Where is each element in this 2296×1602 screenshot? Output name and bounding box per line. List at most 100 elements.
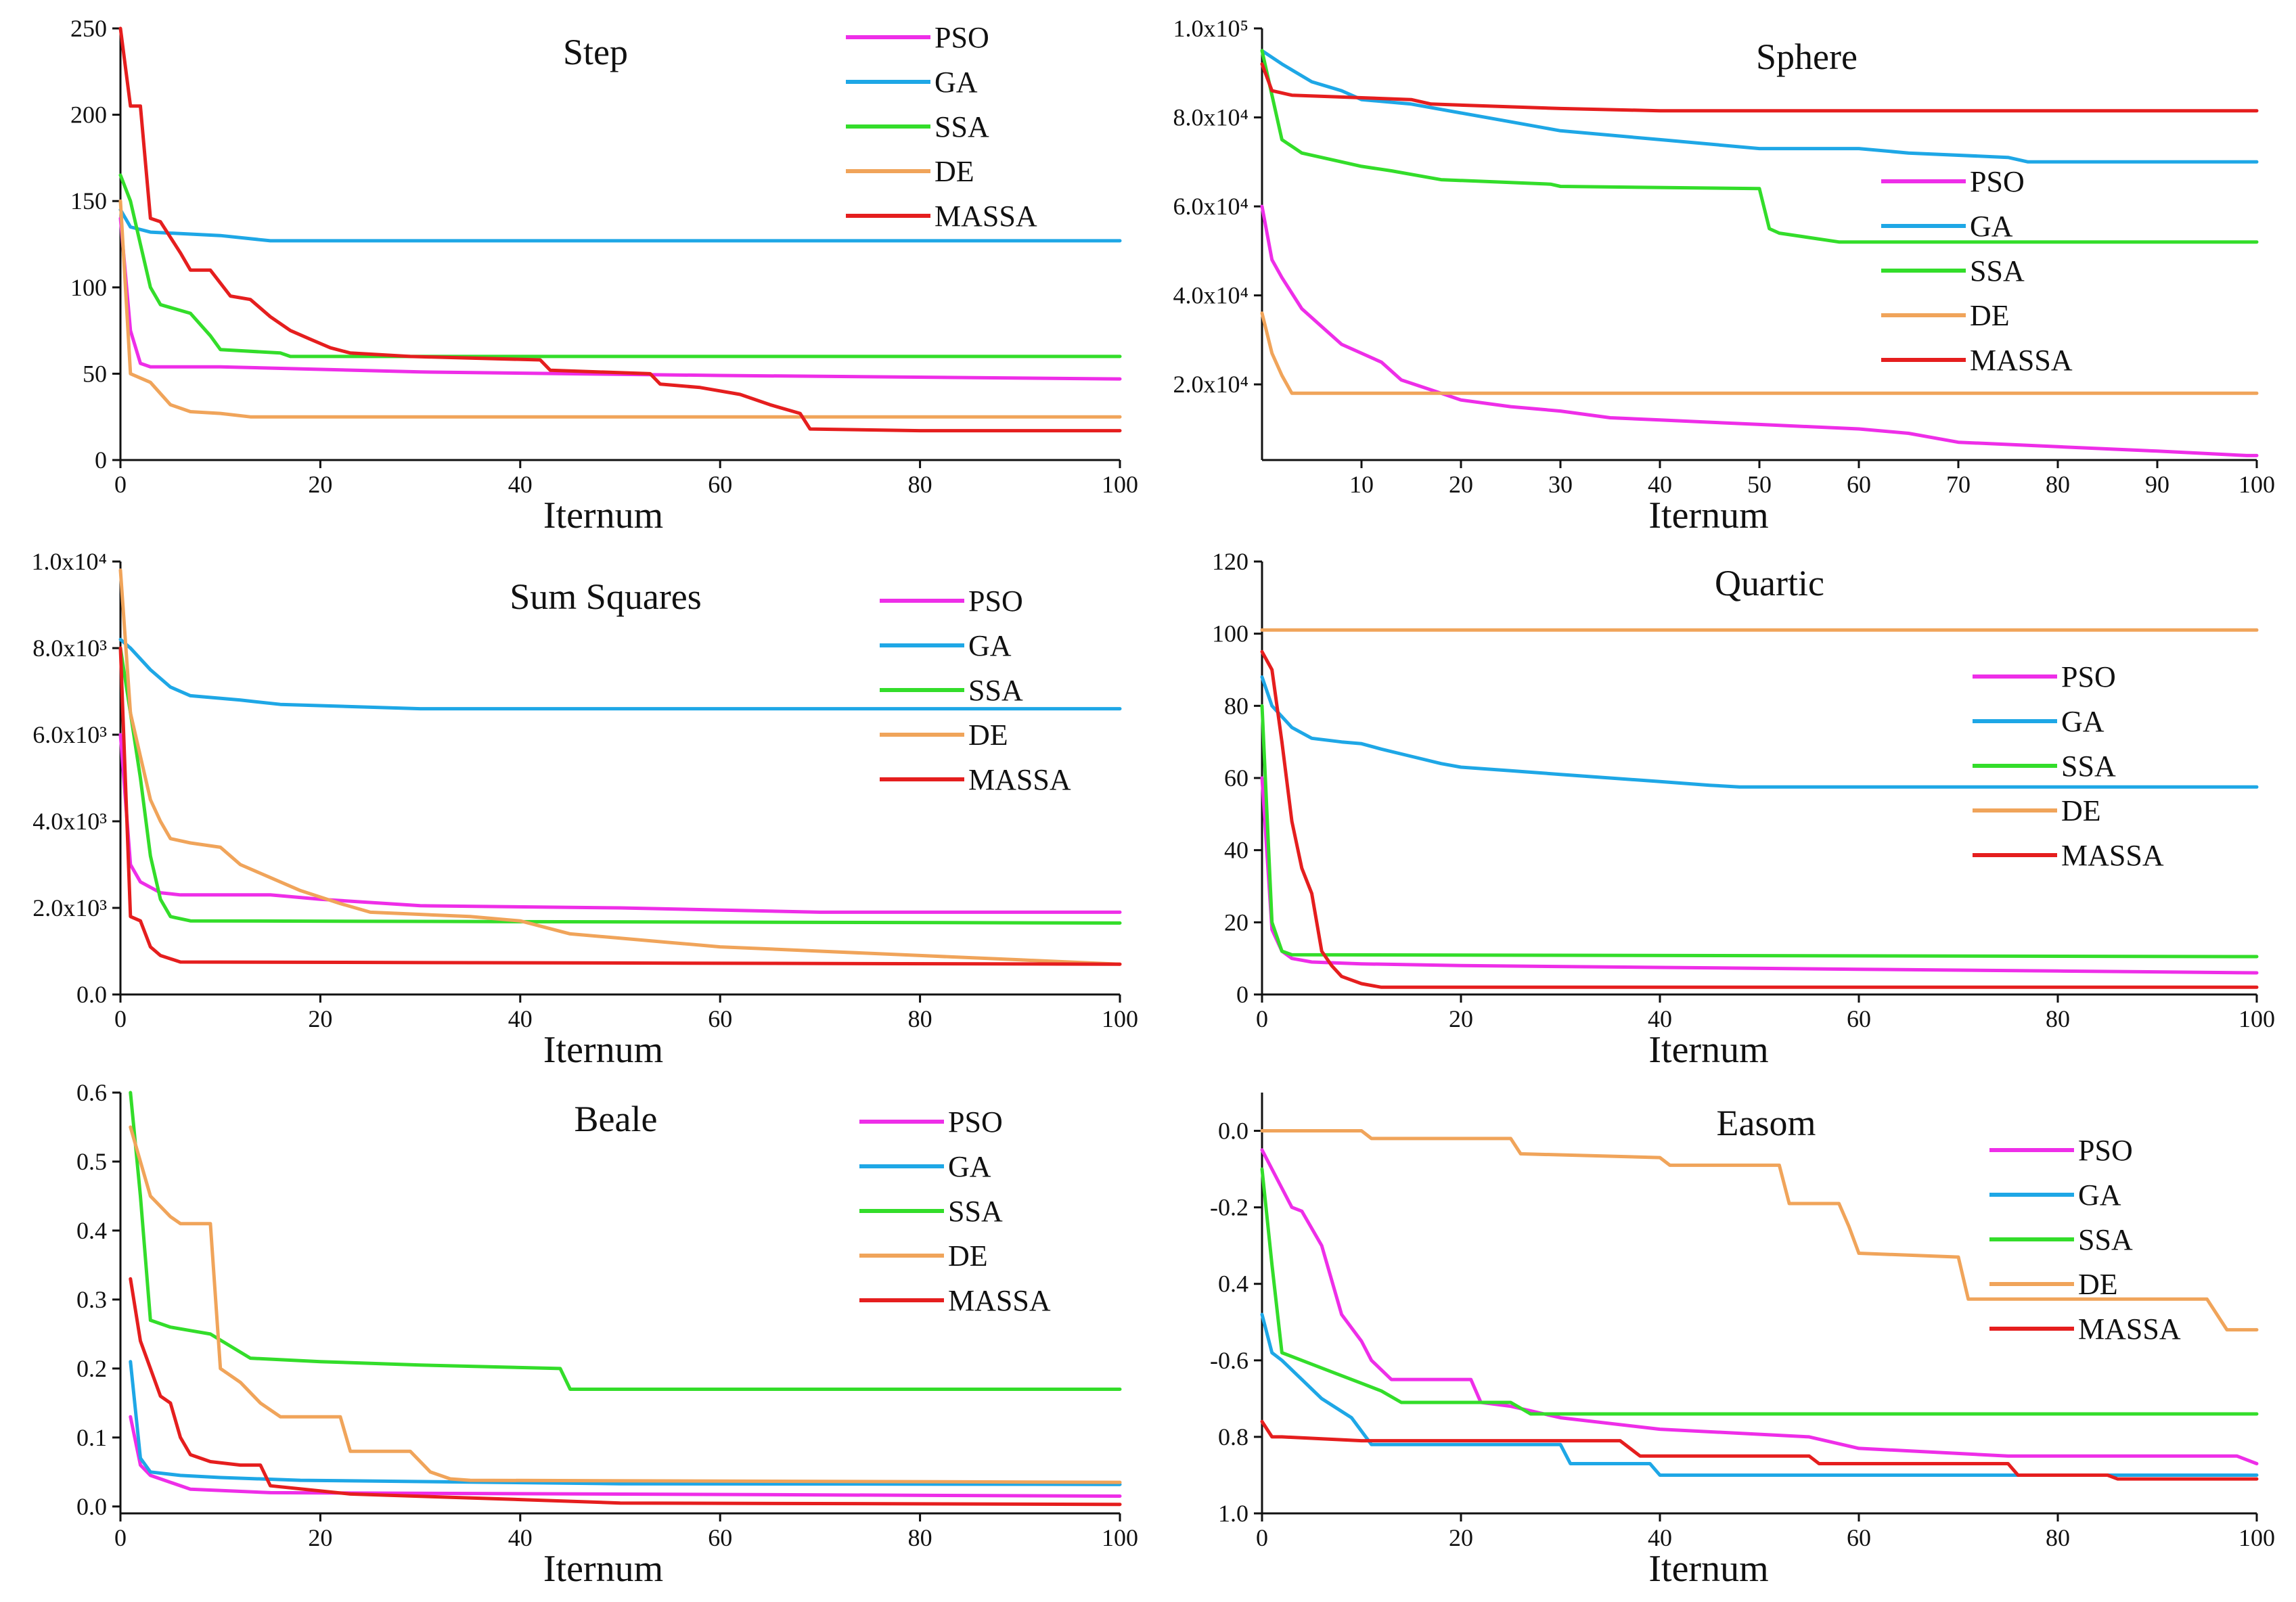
axes: 0 20 40 60 80 100 1.0 0.8 -0.6 0.4 -0.2 0.0 (1210, 1093, 2275, 1551)
legend: PSO GA SSA DE MASSA (880, 585, 1071, 796)
y-tick-label: 0.4 (1218, 1271, 1248, 1298)
x-tick-label: 70 (1946, 471, 1971, 498)
series-line-massa (1260, 62, 2259, 113)
legend-label-ga: GA (935, 66, 978, 99)
x-tick-label: 80 (908, 1005, 932, 1032)
x-tick-label: 50 (1747, 471, 1772, 498)
y-tick-label: 8.0x10⁴ (1173, 104, 1248, 131)
x-tick-label: 100 (2238, 1524, 2275, 1551)
series-line-massa (118, 26, 1122, 433)
y-tick-label: 2.0x10⁴ (1173, 371, 1248, 398)
y-tick-label: 1.0 (1218, 1500, 1248, 1527)
legend-label-ga: GA (1970, 210, 2013, 243)
chart-beale: 0 20 40 60 80 100 0.0 0.1 0.2 0.3 0.4 0.5 0.6 Beale It… (76, 1079, 1138, 1590)
x-tick-label: 0 (114, 1524, 127, 1551)
y-tick-label: 0.2 (76, 1355, 107, 1382)
legend-label-massa: MASSA (935, 200, 1037, 233)
y-tick-label: 6.0x10³ (32, 721, 107, 748)
x-tick-label: 60 (1847, 1524, 1871, 1551)
y-tick-label: 2.0x10³ (32, 894, 107, 921)
series-line-ssa (1260, 1167, 2259, 1416)
x-axis-label: Iternum (1648, 1029, 1768, 1071)
legend-label-pso: PSO (2078, 1134, 2133, 1167)
legend-label-massa: MASSA (2078, 1312, 2181, 1346)
y-tick-label: 0.6 (76, 1079, 107, 1106)
x-tick-label: 100 (1102, 471, 1138, 498)
x-tick-label: 20 (308, 1524, 332, 1551)
y-tick-label: 100 (1212, 620, 1248, 647)
x-tick-label: 30 (1548, 471, 1573, 498)
chart-quartic: 0 20 40 60 80 100 0 20 40 60 80 100 120 Quartic Iternu… (1212, 548, 2275, 1071)
series-line-pso (118, 733, 1122, 914)
x-tick-label: 100 (1102, 1005, 1138, 1032)
legend-label-de: DE (2078, 1268, 2118, 1301)
x-tick-label: 20 (308, 471, 332, 498)
legend-label-de: DE (948, 1239, 988, 1273)
legend-label-ssa: SSA (968, 674, 1023, 707)
x-tick-label: 100 (1102, 1524, 1138, 1551)
x-tick-label: 80 (2046, 1524, 2070, 1551)
chart-title: Sum Squares (510, 576, 702, 617)
x-tick-label: 40 (1648, 471, 1672, 498)
legend-label-pso: PSO (968, 585, 1023, 618)
legend-label-massa: MASSA (948, 1284, 1051, 1317)
legend-label-de: DE (935, 155, 974, 188)
y-tick-label: 0.4 (76, 1217, 107, 1244)
series-line-ga (129, 1360, 1122, 1486)
y-tick-label: -0.2 (1210, 1194, 1248, 1221)
x-tick-label: 40 (1648, 1005, 1672, 1032)
series-line-massa (1260, 1419, 2259, 1481)
series-line-ssa (129, 1091, 1122, 1391)
legend-label-pso: PSO (935, 21, 989, 54)
x-tick-label: 90 (2145, 471, 2169, 498)
x-tick-label: 20 (308, 1005, 332, 1032)
legend-label-ssa: SSA (2078, 1223, 2133, 1256)
x-tick-label: 60 (708, 471, 732, 498)
x-tick-label: 40 (1648, 1524, 1672, 1551)
series-line-ssa (1260, 704, 2259, 959)
legend-label-ga: GA (968, 629, 1012, 662)
x-tick-label: 60 (708, 1005, 732, 1032)
axes: 0 20 40 60 80 100 0 50 100 150 200 250 (70, 15, 1138, 498)
y-tick-label: 0.1 (76, 1424, 107, 1451)
y-tick-label: 8.0x10³ (32, 635, 107, 662)
x-axis-label: Iternum (543, 1548, 663, 1590)
y-tick-label: 0.0 (76, 981, 107, 1008)
legend-label-ga: GA (948, 1150, 991, 1183)
y-tick-label: 0 (95, 447, 107, 474)
series-line-de (129, 1125, 1122, 1484)
legend-label-ssa: SSA (2061, 750, 2116, 783)
x-axis-label: Iternum (1648, 1548, 1768, 1590)
y-tick-label: 40 (1224, 837, 1248, 864)
series-line-ssa (118, 173, 1122, 359)
legend-label-pso: PSO (1970, 165, 2025, 198)
chart-easom: 0 20 40 60 80 100 1.0 0.8 -0.6 0.4 -0.2 0.0 Easom Ite… (1210, 1093, 2275, 1590)
y-tick-label: 4.0x10⁴ (1173, 282, 1248, 309)
chart-sphere: 10 20 30 40 50 60 70 80 90 100 2.0x10⁴ 4.0x10⁴ 6.0x1… (1173, 15, 2275, 536)
series-line-de (118, 568, 1122, 966)
series-line-pso (129, 1415, 1122, 1498)
x-tick-label: 0 (1256, 1524, 1268, 1551)
axes: 0 20 40 60 80 100 0 20 40 60 80 100 120 (1212, 548, 2275, 1032)
legend-label-ssa: SSA (935, 110, 989, 143)
chart-title: Step (563, 32, 628, 72)
y-tick-label: 60 (1224, 764, 1248, 792)
x-tick-label: 20 (1449, 471, 1473, 498)
series-line-pso (1260, 776, 2259, 975)
x-tick-label: 100 (2238, 1005, 2275, 1032)
x-tick-label: 100 (2238, 471, 2275, 498)
y-tick-label: 200 (70, 101, 107, 129)
y-tick-label: 50 (83, 360, 107, 387)
series-line-ga (1260, 675, 2259, 789)
y-tick-label: 20 (1224, 909, 1248, 936)
y-tick-label: 0.8 (1218, 1423, 1248, 1450)
x-tick-label: 40 (508, 1524, 533, 1551)
y-tick-label: 120 (1212, 548, 1248, 575)
legend: PSO GA SSA DE MASSA (846, 21, 1037, 233)
legend-label-ssa: SSA (1970, 254, 2025, 288)
y-tick-label: 4.0x10³ (32, 808, 107, 835)
chart-title: Easom (1717, 1103, 1816, 1143)
y-tick-label: 0.0 (76, 1493, 107, 1520)
legend-label-de: DE (1970, 299, 2010, 332)
x-tick-label: 80 (2046, 1005, 2070, 1032)
